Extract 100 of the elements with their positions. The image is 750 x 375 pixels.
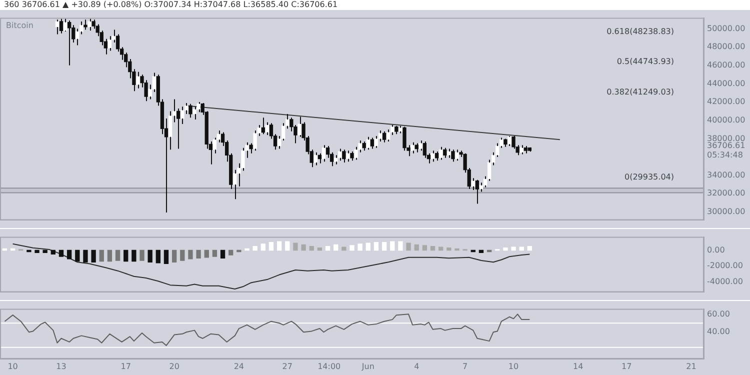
y-tick-label: -2000.00 (707, 261, 743, 270)
candlestick (410, 142, 414, 154)
candlestick (92, 19, 96, 30)
bar (204, 250, 209, 258)
bar (228, 250, 234, 256)
bar (188, 250, 193, 260)
bar (58, 250, 64, 257)
bar (446, 248, 452, 251)
bar (132, 250, 136, 262)
bar (406, 242, 411, 251)
y-tick-label: 38000.00 (707, 134, 746, 143)
bar (398, 241, 403, 251)
candlestick (67, 20, 72, 66)
candlestick (350, 151, 354, 162)
bar (527, 246, 532, 251)
x-tick-label: 21 (686, 362, 696, 371)
candlestick (88, 18, 92, 32)
candlestick (265, 122, 270, 136)
candlestick (84, 19, 88, 30)
candlestick (108, 36, 112, 52)
y-tick-label: 40.00 (707, 327, 730, 336)
candlestick (136, 71, 140, 89)
candlestick (338, 148, 342, 162)
bar (454, 248, 460, 251)
candlestick (326, 146, 330, 158)
candlestick (63, 18, 68, 32)
x-tick-label: 10 (508, 362, 519, 371)
y-tick-label: 30000.00 (707, 207, 746, 216)
bar (172, 250, 177, 262)
bar (268, 242, 274, 251)
y-tick-label: 32000.00 (707, 188, 746, 198)
x-tick-label: 24 (234, 362, 244, 371)
x-tick-label: 7 (462, 362, 468, 371)
bar (83, 250, 88, 262)
candlestick (76, 28, 80, 46)
candlestick (249, 142, 253, 154)
candlestick (342, 149, 346, 164)
bar (260, 244, 266, 251)
x-tick-label: 20 (169, 362, 180, 371)
y-tick-label: 36706.61 05:34:48 (707, 140, 746, 160)
candlestick (261, 117, 265, 135)
bar (42, 250, 48, 253)
x-tick-label: Jun (360, 362, 374, 371)
x-tick-label: 4 (414, 362, 420, 371)
chart-title: 360 36706.61 ▲ +30.89 (+0.08%) O:37007.34 H:37047.68 L:36585.40 C:36706.61 (3, 0, 339, 10)
bar (276, 241, 282, 251)
bar (478, 250, 484, 253)
candlestick (508, 135, 512, 147)
candlestick (394, 125, 398, 135)
bar (309, 246, 314, 251)
x-tick-label: 14:00 (318, 362, 341, 371)
candlestick (524, 146, 528, 154)
candlestick (504, 138, 508, 148)
y-tick-label: 40000.00 (707, 115, 746, 124)
bar (414, 244, 419, 251)
candlestick (382, 130, 386, 143)
bar (422, 245, 428, 251)
y-tick-label: 50000.00 (707, 24, 746, 33)
annotation: 0(29935.04) (624, 172, 674, 182)
candlestick (520, 144, 524, 155)
y-tick-label: 60.00 (707, 309, 730, 318)
x-tick-label: 17 (622, 362, 632, 371)
annotation: 0.618(48238.83) (606, 26, 674, 36)
bar (75, 250, 80, 262)
bar (382, 242, 387, 251)
candlestick (55, 19, 60, 35)
bar (350, 245, 354, 251)
bar (26, 250, 32, 252)
y-tick-label: -4000.00 (707, 276, 743, 286)
x-tick-label: 10 (8, 362, 18, 371)
candlestick (346, 150, 350, 162)
bar (140, 250, 144, 261)
bar (66, 250, 72, 260)
bar (503, 248, 508, 251)
candlestick (434, 151, 439, 162)
bar (91, 250, 96, 262)
bar (342, 246, 346, 251)
annotation: 0.5(44743.93) (616, 57, 674, 66)
bar (115, 250, 120, 261)
bar (107, 250, 112, 262)
bar (366, 242, 370, 251)
candlestick (455, 149, 459, 162)
candlestick (322, 144, 326, 162)
candlestick (512, 135, 516, 150)
x-tick-label: 17 (120, 362, 131, 371)
candlestick (59, 18, 64, 34)
x-tick-label: 13 (56, 362, 66, 371)
candlestick (528, 147, 532, 152)
bar (236, 250, 242, 252)
bar (156, 250, 160, 264)
annotation: 0.382(41249.03) (606, 88, 674, 97)
bar (358, 244, 362, 251)
candlestick (370, 137, 374, 150)
candlestick (386, 129, 390, 142)
y-tick-label: 42000.00 (707, 97, 746, 106)
candlestick (188, 103, 192, 118)
bar (285, 241, 290, 251)
candlestick (422, 140, 427, 158)
bar (220, 250, 226, 258)
bar (511, 246, 516, 251)
